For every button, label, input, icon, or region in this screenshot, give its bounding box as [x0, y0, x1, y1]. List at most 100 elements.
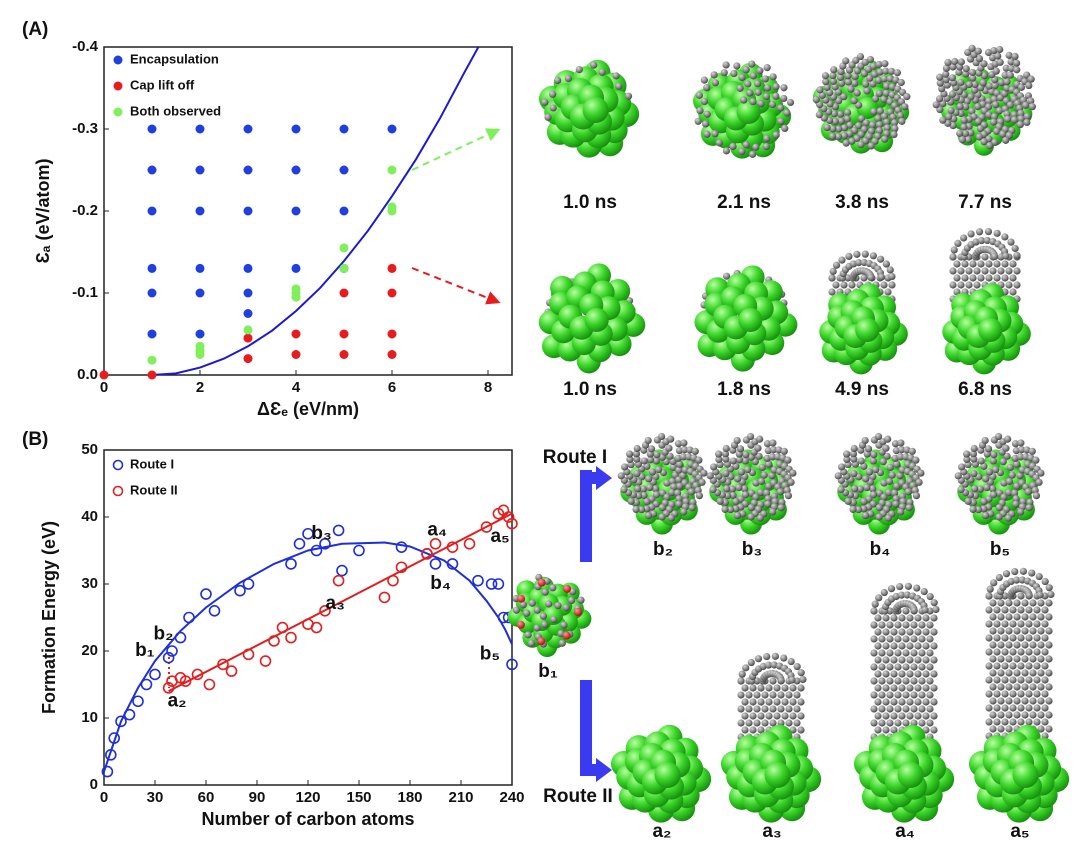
carbon-atom — [985, 606, 993, 614]
carbon-atom — [843, 455, 851, 464]
carbon-atom — [948, 90, 957, 98]
carbon-atom — [1021, 641, 1029, 649]
carbon-atom — [954, 239, 962, 248]
carbon-atom — [1021, 655, 1029, 663]
carbon-atom — [554, 601, 562, 610]
carbon-atom — [875, 121, 884, 129]
carbon-atom — [1013, 627, 1021, 635]
point — [492, 578, 505, 590]
carbon-atom — [729, 142, 737, 150]
point — [200, 588, 212, 600]
carbon-atom — [996, 58, 1004, 66]
y-axis-label: Formation Energy (eV) — [39, 521, 59, 714]
carbon-atom — [874, 670, 882, 678]
carbon-atom — [818, 91, 826, 99]
carbon-atom — [780, 94, 788, 103]
carbon-atom — [985, 468, 994, 476]
carbon-atom — [884, 288, 892, 296]
carbon-atom — [840, 93, 848, 101]
carbon-atom — [949, 253, 957, 261]
carbon-atom — [769, 677, 777, 685]
carbon-atom — [711, 79, 720, 87]
carbon-atom — [844, 78, 852, 86]
carbon-atom — [989, 491, 998, 499]
carbon-atom — [1021, 101, 1030, 109]
carbon-atom — [985, 274, 993, 282]
carbon-atom — [681, 446, 689, 454]
carbon-atom — [926, 649, 934, 657]
carbon-atom — [897, 591, 906, 599]
carbon-atom — [958, 136, 966, 144]
carbon-atom — [1017, 592, 1025, 600]
carbon-atom — [730, 69, 738, 78]
carbon-atom — [853, 89, 861, 97]
carbon-atom — [870, 705, 878, 713]
carbon-atom — [882, 444, 890, 452]
carbon-atom — [763, 440, 772, 448]
carbon-atom — [837, 79, 846, 87]
carbon-atom — [976, 125, 985, 133]
carbon-atom — [985, 97, 993, 105]
carbon-atom — [918, 663, 926, 671]
carbon-atom — [722, 444, 730, 453]
carbon-atom — [748, 150, 757, 158]
route-bar — [580, 470, 592, 562]
carbon-atom — [930, 642, 938, 650]
carbon-atom — [874, 76, 883, 85]
carbon-atom — [770, 661, 778, 669]
carbon-atom — [738, 148, 746, 156]
carbon-atom — [832, 261, 841, 269]
carbon-atom — [894, 635, 902, 643]
carbon-atom — [878, 663, 886, 671]
route-label: Route I — [543, 447, 607, 468]
carbon-atom — [984, 227, 993, 236]
point — [291, 124, 301, 134]
carbon-atom — [887, 67, 896, 75]
time-label: 1.0 ns — [563, 379, 617, 400]
carbon-atom — [893, 460, 901, 468]
carbon-atom — [890, 130, 898, 139]
carbon-atom — [797, 669, 805, 677]
carbon-atom — [922, 614, 930, 622]
carbon-atom — [1041, 648, 1049, 656]
carbon-atom — [765, 698, 773, 706]
carbon-atom — [1005, 477, 1014, 485]
point — [162, 651, 175, 664]
point — [243, 333, 253, 343]
carbon-atom — [1037, 725, 1045, 733]
carbon-atom — [1000, 493, 1008, 501]
carbon-atom — [856, 52, 865, 61]
carbon-atom — [1005, 267, 1013, 275]
carbon-atom — [1021, 627, 1029, 635]
carbon-atom — [878, 705, 886, 713]
carbon-atom — [914, 698, 922, 706]
carbon-atom — [831, 83, 839, 91]
carbon-atom — [874, 614, 882, 622]
point — [319, 604, 331, 617]
carbon-atom — [902, 607, 910, 615]
carbon-atom — [632, 450, 641, 458]
carbon-atom — [882, 642, 890, 650]
carbon-atom — [926, 621, 934, 629]
carbon-atom — [980, 138, 988, 146]
carbon-atom — [1035, 572, 1043, 581]
carbon-atom — [830, 66, 838, 74]
x-tick-label: 30 — [147, 789, 164, 806]
carbon-atom — [789, 726, 797, 734]
point — [387, 263, 397, 273]
carbon-atom — [834, 472, 842, 480]
point — [174, 631, 187, 644]
carbon-atom — [942, 76, 950, 84]
carbon-atom — [1037, 613, 1045, 621]
carbon-atom — [913, 584, 921, 592]
point — [339, 263, 349, 273]
carbon-atom — [974, 117, 982, 126]
carbon-atom — [668, 488, 676, 497]
carbon-atom — [632, 505, 640, 513]
structure-label: a₂ — [652, 821, 671, 842]
carbon-atom — [721, 505, 729, 513]
carbon-atom — [964, 497, 972, 505]
point — [310, 621, 323, 634]
carbon-atom — [1025, 690, 1033, 698]
carbon-atom — [753, 677, 761, 685]
